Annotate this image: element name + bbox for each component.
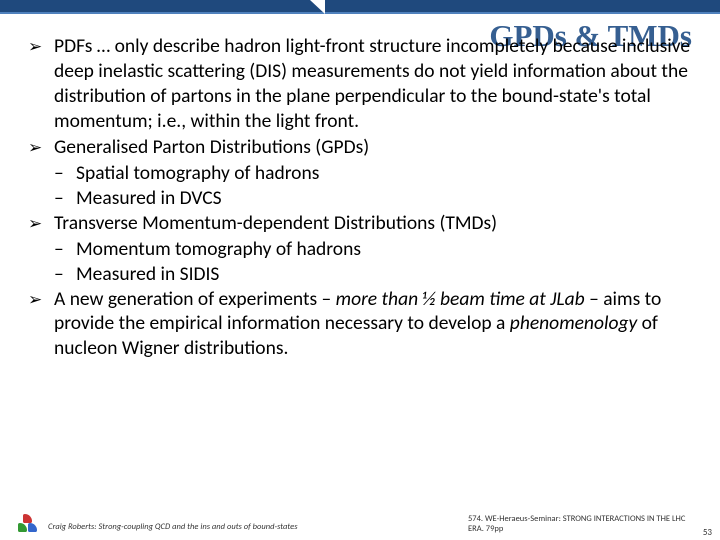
sub-bullet-item: – Measured in DVCS xyxy=(54,186,692,211)
sub-bullet-text: Measured in SIDIS xyxy=(76,262,219,287)
arrow-icon: ➢ xyxy=(28,137,54,162)
slide-content: ➢ PDFs … only describe hadron light-fron… xyxy=(28,34,692,362)
bullet-item: ➢ A new generation of experiments – more… xyxy=(28,287,692,362)
bullet-item: ➢ PDFs … only describe hadron light-fron… xyxy=(28,34,692,134)
bullet-text: PDFs … only describe hadron light-front … xyxy=(54,34,692,134)
bullet-text: Generalised Parton Distributions (GPDs) xyxy=(54,135,692,160)
sub-bullet-text: Measured in DVCS xyxy=(76,186,222,211)
sub-bullet-item: – Spatial tomography of hadrons xyxy=(54,161,692,186)
footer-right: 574. WE-Heraeus-Seminar: STRONG INTERACT… xyxy=(468,514,698,534)
page-number: 53 xyxy=(703,527,712,538)
arrow-icon: ➢ xyxy=(28,289,54,364)
header-bar xyxy=(0,0,720,12)
dash-icon: – xyxy=(54,161,76,186)
italic-span: phenomenology xyxy=(510,311,637,335)
text-span: A new generation of experiments – xyxy=(54,287,336,311)
bullet-text: Transverse Momentum-dependent Distributi… xyxy=(54,211,692,236)
footer-left: Craig Roberts: Strong-coupling QCD and t… xyxy=(48,522,298,532)
bullet-item: ➢ Generalised Parton Distributions (GPDs… xyxy=(28,135,692,160)
sub-bullet-text: Spatial tomography of hadrons xyxy=(76,161,319,186)
arrow-icon: ➢ xyxy=(28,213,54,238)
bullet-item: ➢ Transverse Momentum-dependent Distribu… xyxy=(28,211,692,236)
logo-icon xyxy=(18,514,38,534)
dash-icon: – xyxy=(54,262,76,287)
dash-icon: – xyxy=(54,186,76,211)
dash-icon: – xyxy=(54,237,76,262)
header-accent xyxy=(0,12,720,14)
sub-bullet-item: – Momentum tomography of hadrons xyxy=(54,237,692,262)
sub-bullet-item: – Measured in SIDIS xyxy=(54,262,692,287)
bullet-text: A new generation of experiments – more t… xyxy=(54,287,692,362)
arrow-icon: ➢ xyxy=(28,36,54,136)
sub-bullet-text: Momentum tomography of hadrons xyxy=(76,237,361,262)
italic-span: more than ½ beam time at JLab xyxy=(336,287,585,311)
header-notch xyxy=(310,0,325,14)
